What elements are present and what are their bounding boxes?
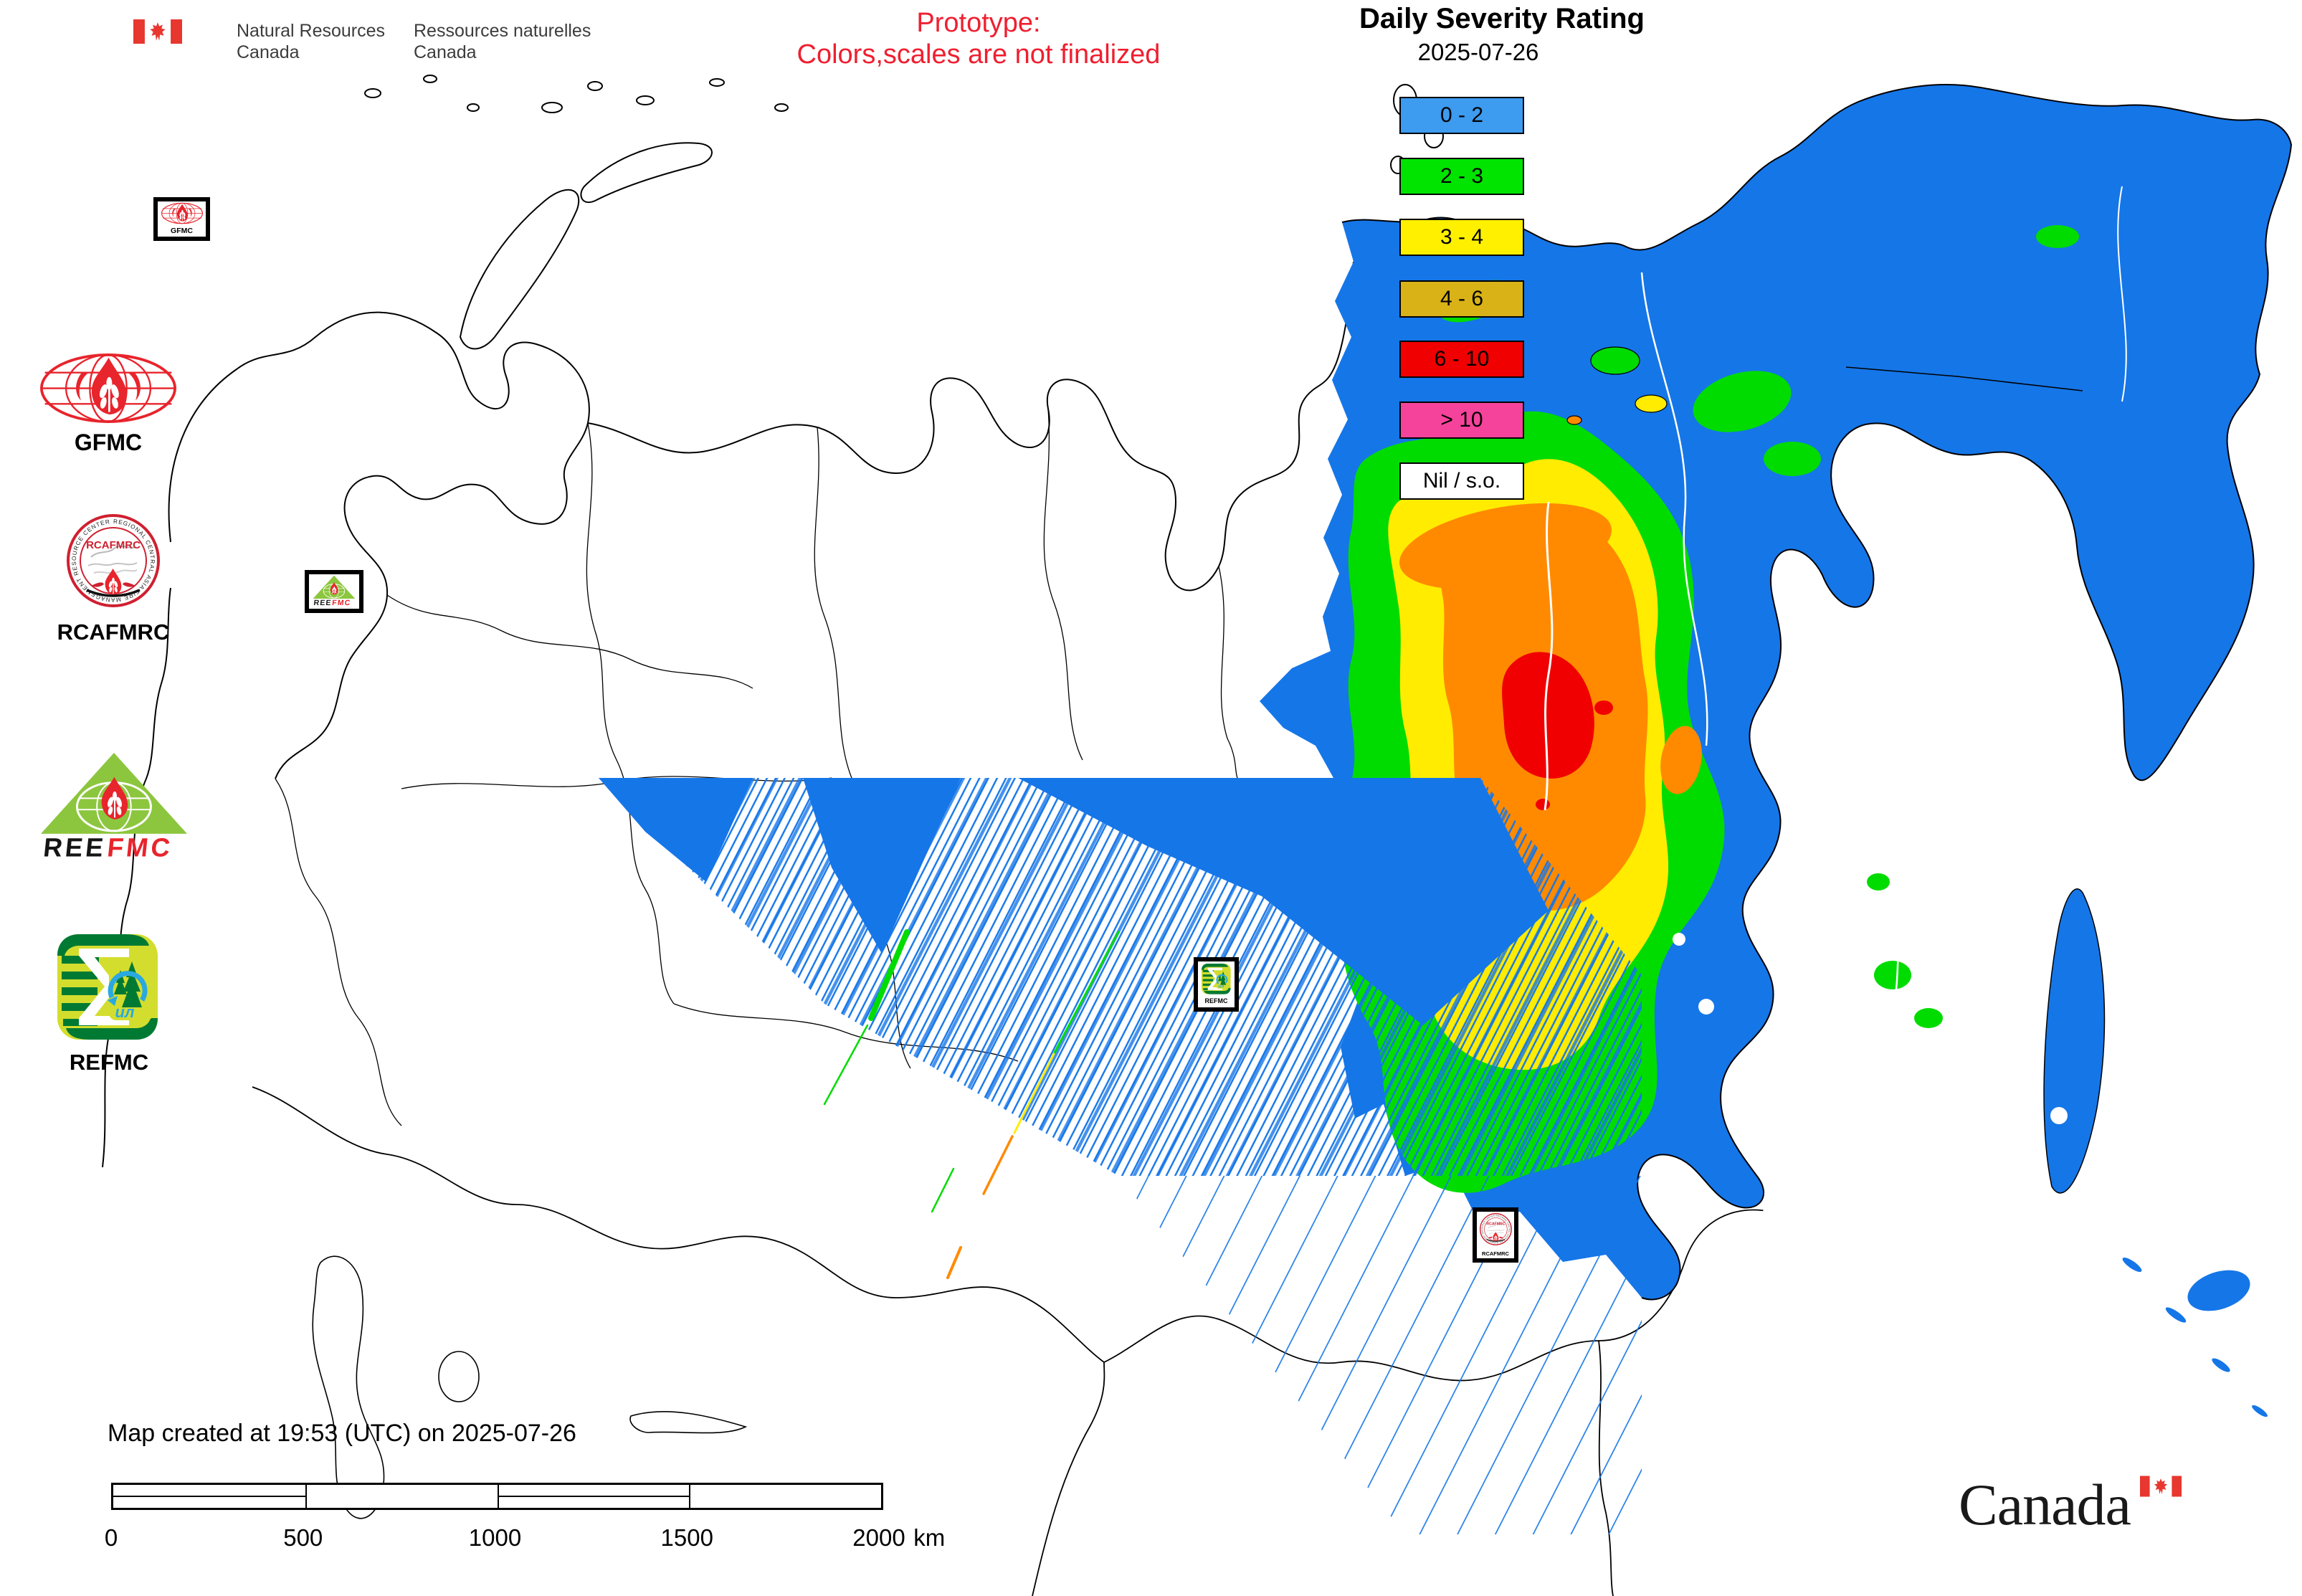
nrcan-title-fr: Ressources naturelles Canada [414,20,591,63]
scale-labels: 0 500 1000 1500 2000 km [105,1524,945,1556]
scale-midline [497,1496,690,1497]
sidebar-logo-reefmc [41,753,187,863]
raster-orange-coastal [1399,503,1612,590]
scale-tick-label: 1500 [660,1524,713,1551]
scale-tick-label: 0 [104,1524,118,1551]
map-marker-rcafmrc-label: RCAFMRC [1482,1250,1509,1257]
map-marker-refmc-label: REFMC [1205,997,1228,1004]
refmc-label: REFMC [70,1050,148,1075]
legend-title: Daily Severity Rating [1359,3,1645,34]
nrcan-fr-line1: Ressources naturelles [414,21,591,41]
legend-label: > 10 [1440,408,1483,432]
scale-tick-label: 2000 [852,1524,905,1551]
raster-red-spot [1536,799,1550,810]
sidebar-logo-gfmc: GFMC [42,355,175,455]
arctic-islands [364,75,1444,350]
map-marker-refmc: REFMC [1194,957,1239,1012]
map-marker-gfmc: GFMC [153,197,210,241]
scale-divider [689,1485,691,1508]
legend-item-6-10: 6 - 10 [1399,341,1524,378]
legend-label: 4 - 6 [1440,287,1484,310]
legend-label: Nil / s.o. [1422,469,1501,493]
legend-label: 2 - 3 [1440,164,1484,188]
legend-item-3-4: 3 - 4 [1399,219,1524,256]
raster-rivers [1544,186,2127,1019]
coastline-east [1341,84,2293,1301]
sidebar-logo-refmc: REFMC [57,934,158,1075]
rcafmrc-label: RCAFMRC [57,619,170,645]
streak-artifacts [599,778,1642,1534]
scale-tick-label: 1000 [468,1524,522,1551]
scale-midline [113,1496,305,1497]
map-created-note: Map created at 19:53 (UTC) on 2025-07-26 [108,1420,576,1447]
sidebar-logo-rcafmrc: RCAFMRC [57,516,170,645]
nrcan-en-line2: Canada [237,42,300,62]
legend-item-2-3: 2 - 3 [1399,158,1524,195]
scale-divider [305,1485,307,1508]
legend-date: 2025-07-26 [1417,39,1539,65]
scale-bar [111,1483,883,1510]
gfmc-label: GFMC [75,429,142,455]
raster-blue-islands [1948,115,2268,1417]
map-marker-reefmc [305,570,363,613]
colored-islands [1566,346,1668,425]
nrcan-title-en: Natural Resources Canada [237,20,385,63]
raster-red-core [1502,652,1594,779]
coastline-west [102,261,1354,1168]
prototype-warning: Prototype: Colors,scales are not finaliz… [681,7,1276,70]
legend-item-0-2: 0 - 2 [1399,97,1524,134]
scale-unit: km [913,1524,946,1551]
scale-tick-label: 500 [283,1524,323,1551]
map-marker-rcafmrc: RCAFMRC [1473,1207,1518,1263]
legend-item-gt10: > 10 [1399,402,1524,439]
prototype-line1: Prototype: [916,8,1041,38]
nrcan-fr-line2: Canada [414,42,477,62]
legend-label: 0 - 2 [1440,103,1484,127]
legend-label: 3 - 4 [1440,225,1484,249]
legend-item-4-6: 4 - 6 [1399,280,1524,318]
map-marker-gfmc-label: GFMC [171,227,193,235]
raster-white-lakes [1673,752,2068,1228]
raster-orange-east [1660,726,1702,794]
nrcan-signature [133,17,182,46]
wordmark-flag-icon [2140,1476,2182,1497]
legend-item-nil: Nil / s.o. [1399,462,1524,500]
prototype-line2: Colors,scales are not finalized [796,39,1161,70]
canada-wordmark: Canada [1959,1472,2131,1537]
lakes-and-seas-west [312,1255,748,1519]
canada-flag-icon [133,19,182,44]
admin-line-east [1845,366,2083,391]
nrcan-en-line1: Natural Resources [237,21,386,41]
raster-red-spot [1594,700,1613,715]
legend-label: 6 - 10 [1434,347,1490,371]
raster-blue-sakhalin [2043,888,2106,1194]
